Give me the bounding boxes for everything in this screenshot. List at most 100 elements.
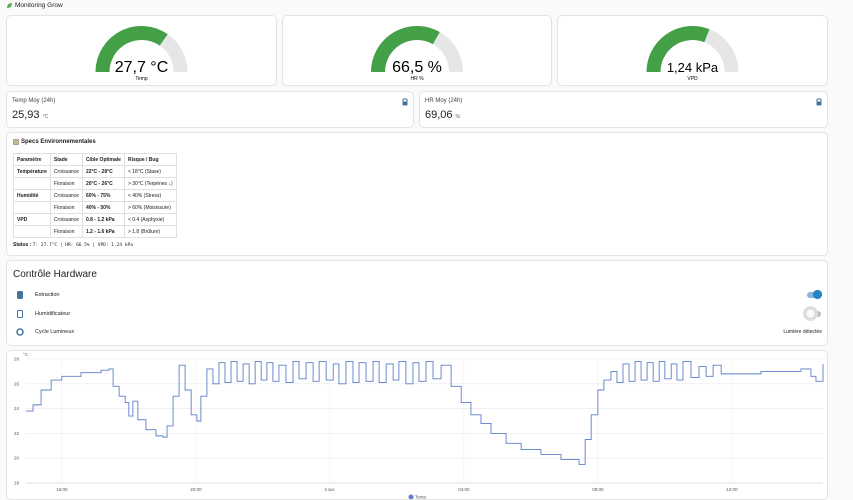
item-name: Extraction (35, 292, 60, 298)
table-cell: Température (13, 165, 51, 178)
gauge-value-arc (646, 26, 710, 73)
stat-value: 69,06 % (425, 109, 460, 121)
status-line: Status : T: 27.7°C | HR: 66.5% | VPD: 1.… (13, 242, 133, 248)
table-row: Floraison 40% - 50% > 60% (Moisissure) (13, 201, 177, 214)
item-state: Lumière détectée (783, 329, 822, 335)
table-cell: < 18°C (Stase) (123, 165, 177, 178)
table-cell (13, 201, 51, 214)
table-cell: > 60% (Moisissure) (123, 201, 177, 214)
table-cell: Humidité (13, 189, 51, 202)
stat-title: Temp Moy (24h) (12, 98, 56, 104)
table-cell: < 0.4 (Asphyxie) (123, 213, 177, 226)
table-row: VPD Croissance 0.8 - 1.2 kPa < 0.4 (Asphyxi… (13, 213, 177, 226)
table-row: Humidité Croissance 60% - 75% < 40% (Stress… (13, 189, 177, 202)
gauge-value-arc (371, 26, 440, 73)
line-series (26, 361, 824, 465)
gauge-card: 27,7 °C Temp (6, 15, 277, 86)
toggle[interactable] (806, 308, 821, 318)
table-cell: VPD (13, 213, 51, 226)
table-row: Température Croissance 22°C - 28°C < 18°C (… (13, 165, 177, 178)
status-text: T: 27.7°C | HR: 66.5% | VPD: 1.24 kPa (32, 243, 133, 248)
y-tick-label: 18 (14, 481, 20, 486)
table-cell: < 40% (Stress) (123, 189, 177, 202)
calc-icon (816, 98, 822, 106)
stat-card: HR Moy (24h) 69,06 % (419, 91, 828, 128)
gauge-card: 1,24 kPa VPD (557, 15, 828, 86)
stat-value: 25,93 °C (12, 109, 48, 121)
legend-swatch (408, 494, 414, 499)
table-cell: Floraison (49, 201, 83, 214)
table-cell: Croissance (49, 189, 83, 202)
icon-shape (17, 291, 23, 299)
gauge-card: 66,5 % HR % (282, 15, 552, 86)
item-name: Cycle Lumineux (35, 329, 75, 335)
table-cell (13, 225, 51, 238)
x-tick-label: 12:00 (726, 487, 738, 492)
table-row: Floraison 1.2 - 1.6 kPa > 1.8 (Brûlure) (13, 225, 177, 238)
stat-unit: °C (42, 114, 49, 120)
table-cell: 20°C - 26°C (81, 177, 125, 190)
calc-icon (402, 98, 408, 106)
gauge-value: 1,24 kPa (667, 60, 719, 75)
chart: °C 18 20 22 24 26 28 16:00 20:00 4 avr. 04:00 08:00… (14, 352, 824, 499)
x-tick-label: 16:00 (56, 487, 68, 492)
table-cell: 0.8 - 1.2 kPa (81, 213, 125, 226)
x-tick-label: 08:00 (592, 487, 604, 492)
table-cell: > 1.8 (Brûlure) (123, 225, 177, 238)
table-header-cell: Risque / Bug (123, 153, 177, 166)
gauge-value: 27,7 °C (115, 59, 169, 76)
toggle[interactable] (807, 290, 822, 299)
gauge: 66,5 %HR % (371, 26, 463, 82)
x-tick-label: 4 avr. (324, 487, 335, 492)
table-header: Paramètre Stade Cible Optimale Risque / Bug (13, 153, 177, 166)
stat-card: Temp Moy (24h) 25,93 °C (6, 91, 414, 128)
icon-shape (16, 328, 24, 336)
specs-card: Specs Environnementales Paramètre Stade Ci… (6, 132, 828, 256)
toggle-knob (813, 290, 822, 299)
specs-title: Specs Environnementales (21, 139, 96, 145)
table-cell: Croissance (49, 213, 83, 226)
hardware-title: Contrôle Hardware (13, 269, 97, 280)
table-cell: 1.2 - 1.6 kPa (81, 225, 125, 238)
x-tick-label: 04:00 (458, 487, 470, 492)
table-header-cell: Stade (49, 153, 83, 166)
item-icon (16, 328, 24, 336)
toggle-knob (806, 308, 815, 318)
gauge-value-arc (95, 26, 168, 73)
y-tick-label: 24 (14, 406, 20, 411)
x-tick-label: 20:00 (190, 487, 202, 492)
stat-number: 69,06 (425, 109, 453, 121)
icon-shape (17, 309, 23, 318)
table-header-cell: Cible Optimale (81, 153, 125, 166)
specs-icon (13, 139, 19, 145)
table-cell: Floraison (49, 225, 83, 238)
gauge-label: Temp (135, 76, 147, 82)
table-cell: > 30°C (Terpènes ↓) (123, 177, 177, 190)
page-title: Monitoring Grow (15, 2, 63, 9)
y-tick-label: 26 (14, 381, 20, 386)
y-tick-label: 22 (14, 431, 20, 436)
y-tick-label: 28 (14, 357, 20, 362)
gauge-value: 66,5 % (392, 59, 442, 76)
stat-number: 25,93 (12, 109, 40, 121)
gauge-label: HR % (410, 76, 424, 82)
table-cell: Floraison (49, 177, 83, 190)
y-tick-label: 20 (14, 456, 20, 461)
table-cell: 22°C - 28°C (81, 165, 125, 178)
item-icon (17, 309, 23, 318)
stat-unit: % (455, 114, 461, 120)
leaf-icon (7, 3, 12, 8)
table-cell: Croissance (49, 165, 83, 178)
table-cell: 40% - 50% (81, 201, 125, 214)
chart-card: °C 18 20 22 24 26 28 16:00 20:00 4 avr. 04:00 08:00… (6, 350, 828, 500)
table-row: Floraison 20°C - 26°C > 30°C (Terpènes ↓) (13, 177, 177, 190)
y-unit: °C (23, 352, 29, 357)
stat-title: HR Moy (24h) (425, 98, 463, 104)
item-icon (17, 291, 23, 299)
specs-table: Paramètre Stade Cible Optimale Risque / Bug… (13, 153, 177, 238)
status-label: Status : (13, 242, 32, 248)
gauge-label: VPD (687, 76, 698, 82)
